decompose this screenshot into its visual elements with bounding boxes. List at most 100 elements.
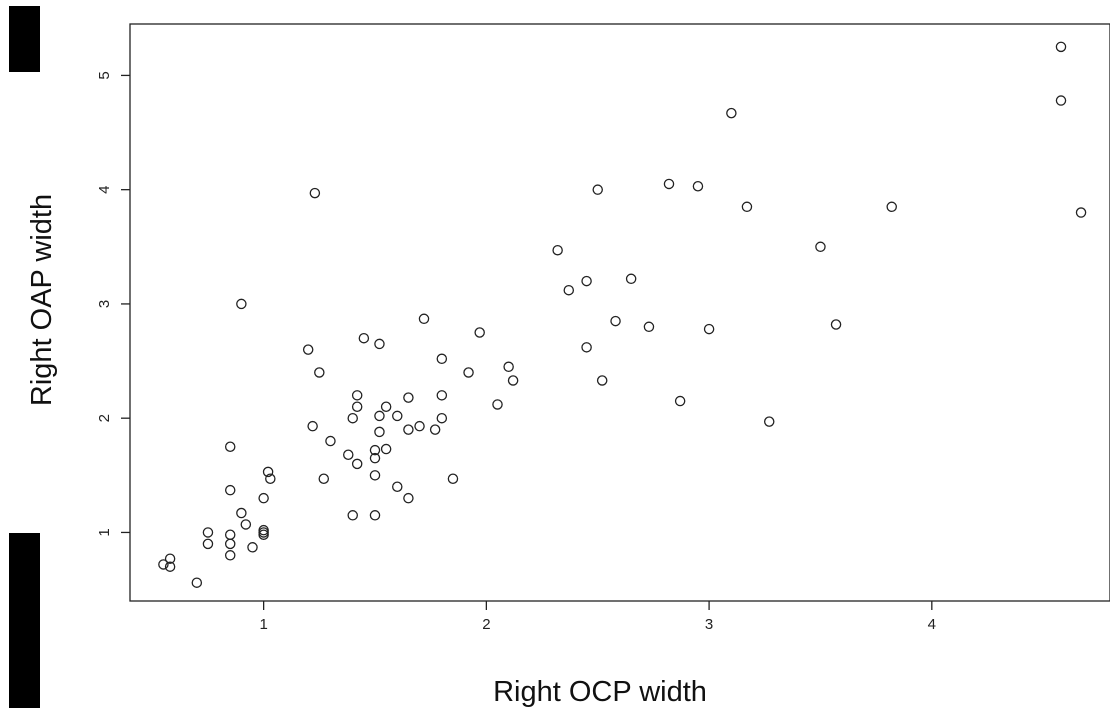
- data-point: [692, 180, 704, 192]
- data-point: [596, 375, 608, 386]
- data-point: [581, 342, 592, 353]
- left-edge-bar-top: [9, 6, 40, 72]
- x-axis: 1 2 3 4: [259, 601, 936, 633]
- data-point: [318, 473, 330, 484]
- data-point: [726, 107, 737, 119]
- data-point: [351, 458, 363, 470]
- data-point: [503, 361, 514, 373]
- data-point: [314, 367, 325, 378]
- data-point: [429, 424, 441, 435]
- data-point: [369, 444, 381, 456]
- data-point: [164, 553, 176, 564]
- data-point: [392, 410, 403, 422]
- data-point: [447, 473, 459, 484]
- y-tick-label: 1: [96, 528, 113, 536]
- data-point: [1055, 95, 1067, 106]
- data-point: [369, 452, 381, 464]
- data-point: [236, 507, 247, 519]
- data-point: [224, 484, 236, 496]
- data-point: [436, 412, 448, 424]
- data-point: [592, 184, 603, 195]
- data-point: [1075, 207, 1087, 218]
- data-point: [741, 201, 753, 213]
- data-point: [463, 367, 474, 378]
- data-point: [358, 332, 370, 344]
- data-point: [258, 529, 269, 540]
- y-tick-label: 2: [96, 414, 113, 422]
- data-point: [191, 577, 203, 588]
- data-point: [202, 527, 214, 538]
- data-point: [552, 244, 563, 256]
- x-tick-label: 1: [259, 616, 267, 633]
- data-point: [164, 561, 176, 572]
- data-point: [369, 510, 381, 521]
- y-tick-label: 5: [96, 71, 113, 79]
- data-point: [830, 319, 842, 330]
- data-point: [581, 275, 592, 287]
- y-axis-title: Right OAP width: [26, 194, 58, 406]
- data-point: [325, 435, 336, 447]
- data-point: [403, 424, 414, 435]
- data-point: [224, 550, 236, 561]
- y-tick-label: 3: [96, 300, 113, 308]
- x-tick-label: 2: [482, 616, 490, 633]
- data-point: [224, 538, 236, 550]
- data-point: [347, 510, 358, 521]
- data-point: [563, 284, 575, 296]
- plot-frame: [129, 23, 1110, 602]
- data-point: [374, 426, 385, 438]
- data-point: [474, 327, 485, 338]
- data-point: [236, 298, 247, 310]
- data-point: [240, 519, 252, 530]
- data-point: [763, 416, 775, 427]
- data-point: [374, 410, 385, 422]
- data-point: [403, 492, 414, 504]
- data-point: [436, 390, 448, 401]
- y-axis: 1 2 3 4 5: [96, 71, 130, 537]
- data-point: [492, 399, 503, 410]
- data-point: [265, 473, 276, 484]
- data-point: [258, 492, 269, 504]
- left-edge-bar-bottom: [9, 533, 40, 708]
- data-point: [436, 353, 448, 365]
- data-point: [886, 201, 897, 213]
- data-point: [343, 449, 354, 461]
- data-point: [610, 315, 621, 327]
- data-point: [224, 441, 236, 453]
- data-point: [403, 392, 414, 403]
- data-point: [369, 470, 381, 481]
- x-tick-label: 3: [705, 616, 713, 633]
- data-point: [374, 338, 385, 350]
- data-point: [643, 321, 655, 333]
- data-point: [418, 313, 430, 325]
- x-tick-label: 4: [928, 616, 936, 633]
- data-points: [158, 41, 1087, 588]
- data-point: [262, 466, 274, 478]
- data-point: [258, 527, 269, 538]
- data-point: [663, 178, 675, 190]
- data-point: [703, 323, 715, 335]
- data-point: [380, 443, 392, 455]
- data-point: [625, 273, 637, 285]
- data-point: [674, 395, 686, 407]
- data-point: [347, 412, 358, 424]
- data-point: [414, 420, 425, 432]
- data-point: [307, 420, 318, 432]
- data-point: [507, 375, 519, 386]
- data-point: [302, 344, 314, 355]
- data-point: [351, 401, 363, 413]
- x-axis-title: Right OCP width: [493, 676, 707, 708]
- data-point: [158, 559, 169, 570]
- data-point: [815, 241, 826, 253]
- data-point: [224, 529, 236, 540]
- data-point: [247, 542, 258, 553]
- data-point: [380, 401, 392, 413]
- data-point: [1055, 41, 1067, 53]
- data-point: [202, 538, 214, 550]
- data-point: [392, 481, 403, 492]
- y-tick-label: 4: [96, 186, 113, 194]
- data-point: [351, 390, 363, 401]
- plot-border: [129, 23, 1110, 602]
- data-point: [309, 187, 321, 199]
